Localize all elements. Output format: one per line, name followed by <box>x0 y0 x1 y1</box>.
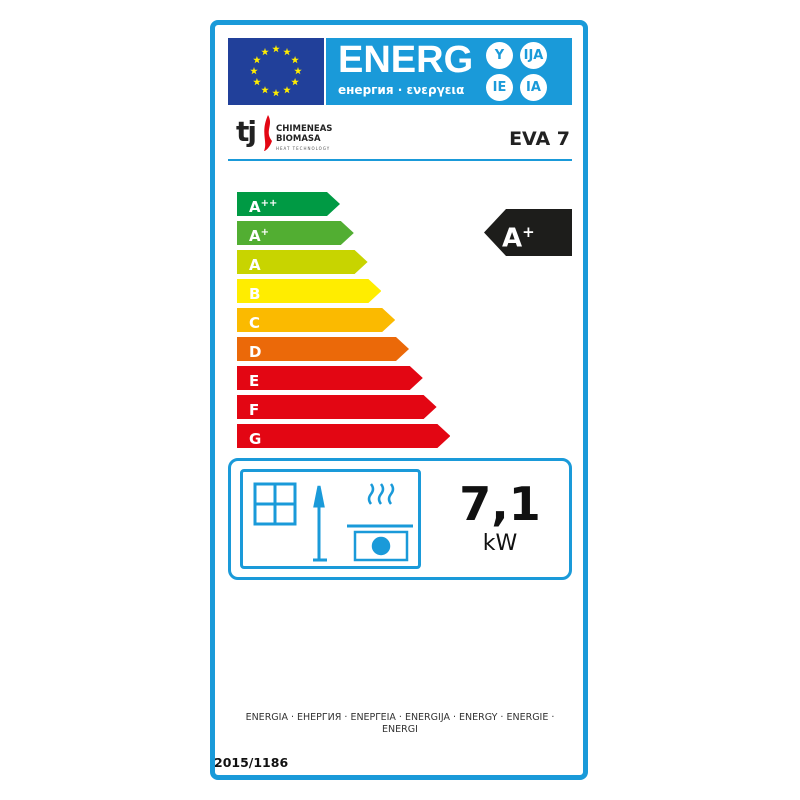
suffix-ia: IA <box>520 74 547 101</box>
scale-class: E <box>249 372 260 390</box>
scale-arrow-g: G <box>237 424 450 448</box>
scale-class: A <box>249 198 261 216</box>
scale-class: A <box>249 256 261 274</box>
energy-header: ENERG енергия · ενεργεια Y IJA IE IA <box>326 38 572 105</box>
scale-arrow-b: B <box>237 279 381 303</box>
star-icon <box>250 67 258 75</box>
star-icon <box>272 45 280 53</box>
star-icon <box>283 47 291 56</box>
model-name: EVA 7 <box>509 128 570 150</box>
logo-tagline: HEAT TECHNOLOGY <box>276 146 331 151</box>
heat-output-value: 7,1 <box>459 477 541 531</box>
star-icon <box>253 56 261 64</box>
scale-arrow-a: A <box>237 250 368 274</box>
label-frame <box>210 20 588 780</box>
star-icon <box>272 89 280 97</box>
scale-arrow-e: E <box>237 366 423 390</box>
heating-icons-box <box>240 469 421 569</box>
star-icon <box>294 67 302 75</box>
scale-class: C <box>249 314 261 332</box>
star-icon <box>261 86 269 94</box>
suffix-y: Y <box>486 42 513 69</box>
divider <box>228 159 572 161</box>
scale-class: G <box>249 430 262 448</box>
star-icon <box>291 56 299 64</box>
scale-arrow-c: C <box>237 308 395 332</box>
scale-sup: ++ <box>260 198 278 209</box>
suffix-ie: IE <box>486 74 513 101</box>
output-panel <box>228 458 572 580</box>
scale-arrow-app: A++ <box>237 192 340 216</box>
icons <box>253 482 413 562</box>
star-icon <box>283 86 291 94</box>
flame-icon <box>264 115 272 151</box>
scale-class: B <box>249 285 261 303</box>
energy-subtitle: енергия · ενεργεια <box>338 83 465 97</box>
logo-chimeneas: CHIMENEAS <box>276 124 333 134</box>
scale-arrow-ap: A+ <box>237 221 354 245</box>
heat-output-unit: kW <box>482 531 518 556</box>
window-icon <box>253 482 297 526</box>
rating-class: A <box>502 223 523 254</box>
energy-word: ENERG <box>338 39 474 81</box>
languages-line: ENERGIA · ЕНЕРГИЯ · ΕΝΕΡΓΕΙΑ · ENERGIJA … <box>245 712 555 735</box>
scale-sup: + <box>260 227 269 238</box>
lamp-icon <box>313 485 327 562</box>
heater-icon <box>347 483 413 562</box>
logo-biomasa: BIOMASA <box>276 134 321 144</box>
logo-tj: tj <box>236 115 257 148</box>
scale-class: D <box>249 343 262 361</box>
star-icon <box>253 78 261 86</box>
scale-class: F <box>249 401 260 419</box>
scale-arrow-d: D <box>237 337 409 361</box>
suffix-ija: IJA <box>520 42 547 69</box>
supplier-logo: tj CHIMENEAS BIOMASA HEAT TECHNOLOGY <box>236 115 356 157</box>
rating-sup: + <box>522 223 535 241</box>
star-icon <box>261 47 269 56</box>
star-icon <box>291 78 299 86</box>
regulation-number: 2015/1186 <box>214 755 289 770</box>
eu-flag-icon <box>228 38 324 105</box>
scale-class: A <box>249 227 261 245</box>
scale-arrow-f: F <box>237 395 437 419</box>
